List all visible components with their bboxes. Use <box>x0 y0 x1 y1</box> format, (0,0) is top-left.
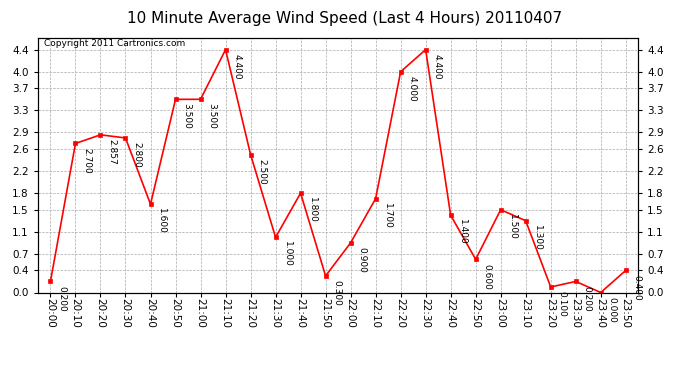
Text: 10 Minute Average Wind Speed (Last 4 Hours) 20110407: 10 Minute Average Wind Speed (Last 4 Hou… <box>128 11 562 26</box>
Text: 1.800: 1.800 <box>308 197 317 223</box>
Text: 1.000: 1.000 <box>282 242 291 267</box>
Text: 2.857: 2.857 <box>108 139 117 165</box>
Text: 0.900: 0.900 <box>357 247 366 273</box>
Text: 4.400: 4.400 <box>433 54 442 80</box>
Text: Copyright 2011 Cartronics.com: Copyright 2011 Cartronics.com <box>44 39 185 48</box>
Text: 2.700: 2.700 <box>82 148 91 173</box>
Text: 2.800: 2.800 <box>132 142 141 168</box>
Text: 3.500: 3.500 <box>182 104 191 129</box>
Text: 1.700: 1.700 <box>382 203 391 229</box>
Text: 1.600: 1.600 <box>157 209 166 234</box>
Text: 0.200: 0.200 <box>582 286 591 311</box>
Text: 0.000: 0.000 <box>608 297 617 322</box>
Text: 0.100: 0.100 <box>558 291 566 317</box>
Text: 4.400: 4.400 <box>233 54 241 80</box>
Text: 0.200: 0.200 <box>57 286 66 311</box>
Text: 0.400: 0.400 <box>633 274 642 300</box>
Text: 2.500: 2.500 <box>257 159 266 184</box>
Text: 4.000: 4.000 <box>408 76 417 102</box>
Text: 0.600: 0.600 <box>482 264 491 290</box>
Text: 3.500: 3.500 <box>208 104 217 129</box>
Text: 1.500: 1.500 <box>508 214 517 240</box>
Text: 1.300: 1.300 <box>533 225 542 251</box>
Text: 0.300: 0.300 <box>333 280 342 306</box>
Text: 1.400: 1.400 <box>457 219 466 245</box>
